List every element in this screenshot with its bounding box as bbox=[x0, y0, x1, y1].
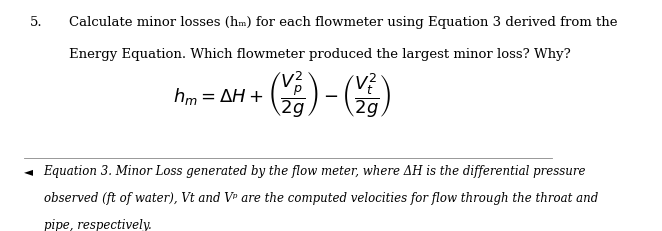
Text: ◄: ◄ bbox=[24, 164, 33, 177]
Text: Energy Equation. Which flowmeter produced the largest minor loss? Why?: Energy Equation. Which flowmeter produce… bbox=[69, 48, 571, 61]
Text: 5.: 5. bbox=[30, 15, 42, 28]
Text: pipe, respectively.: pipe, respectively. bbox=[44, 219, 152, 231]
Text: $h_m = \Delta H + \left(\dfrac{V_p^2}{2g}\right) - \left(\dfrac{V_t^2}{2g}\right: $h_m = \Delta H + \left(\dfrac{V_p^2}{2g… bbox=[173, 69, 392, 119]
Text: Calculate minor losses (hₘ) for each flowmeter using Equation 3 derived from the: Calculate minor losses (hₘ) for each flo… bbox=[69, 15, 618, 28]
Text: Equation 3. Minor Loss generated by the flow meter, where ΔH is the differential: Equation 3. Minor Loss generated by the … bbox=[44, 164, 586, 177]
Text: observed (ft of water), Vt and Vᵖ are the computed velocities for flow through t: observed (ft of water), Vt and Vᵖ are th… bbox=[44, 191, 598, 204]
